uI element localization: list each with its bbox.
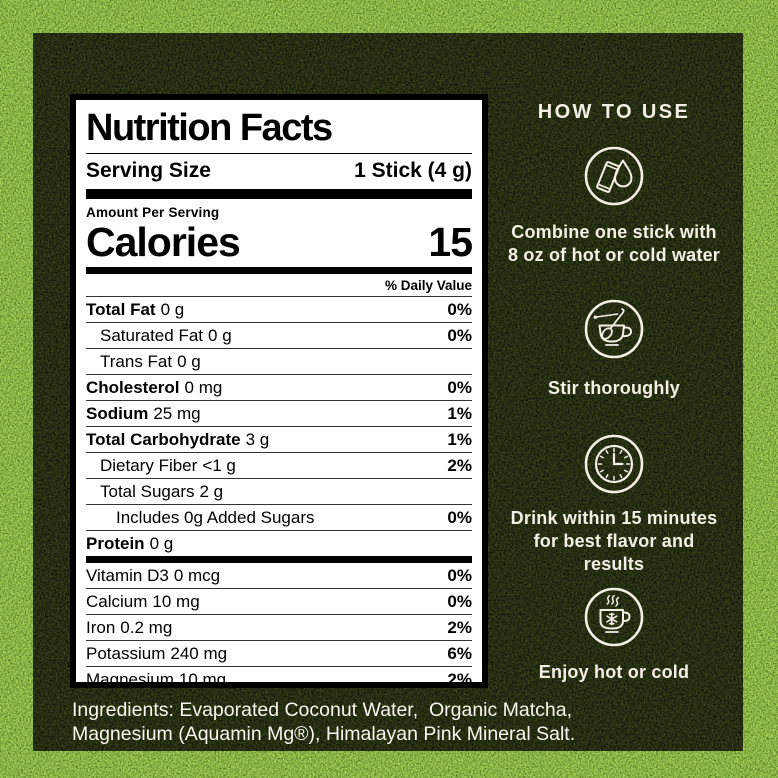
ingredients-line-2: Magnesium (Aquamin Mg®), Himalayan Pink … <box>72 723 576 745</box>
stick-packet-and-water-drop-icon <box>503 145 725 212</box>
nutrition-facts-title: Nutrition Facts <box>86 106 472 154</box>
nutrition-facts-label: Nutrition Facts Serving Size 1 Stick (4 … <box>70 94 488 689</box>
thick-divider <box>86 189 472 199</box>
nutrient-row-total-fat: Total Fat 0 g 0% <box>86 297 472 323</box>
nutrient-row-cholesterol: Cholesterol 0 mg 0% <box>86 375 472 401</box>
nutrient-row-added-sugars: Includes 0g Added Sugars 0% <box>86 505 472 531</box>
nutrient-row-dietary-fiber: Dietary Fiber <1 g 2% <box>86 453 472 479</box>
nutrient-row-iron: Iron 0.2 mg 2% <box>86 615 472 641</box>
nutrient-row-protein: Protein 0 g <box>86 534 174 553</box>
step-text-enjoy: Enjoy hot or cold <box>538 662 690 682</box>
thick-divider <box>86 556 472 563</box>
nutrient-row-magnesium: Magnesium 10 mg 2% <box>86 670 472 689</box>
how-to-use-heading: HOW TO USE <box>537 101 691 123</box>
ingredients-line-1: Ingredients: Evaporated Coconut Water, O… <box>72 699 573 721</box>
nutrient-row-sodium: Sodium 25 mg 1% <box>86 401 472 427</box>
cup-with-spoon-stir-icon <box>503 298 725 365</box>
step-text-combine: Combine one stick with 8 oz of hot or co… <box>507 222 720 265</box>
serving-size-row: Serving Size 1 Stick (4 g) <box>86 154 472 189</box>
nutrient-row-potassium: Potassium 240 mg 6% <box>86 641 472 667</box>
step-text-drink: Drink within 15 minutes for best flavor … <box>510 508 718 574</box>
ingredients-text: Ingredients: Evaporated Coconut Water, O… <box>72 698 742 746</box>
serving-size-value: 1 Stick (4 g) <box>354 159 472 182</box>
nutrient-row-saturated-fat: Saturated Fat 0 g 0% <box>86 323 472 349</box>
step-text-stir: Stir thoroughly <box>548 378 680 398</box>
serving-size-label: Serving Size <box>86 159 211 182</box>
amount-per-serving-label: Amount Per Serving <box>86 205 220 220</box>
clock-icon <box>503 433 725 500</box>
thick-divider <box>86 267 472 274</box>
nutrient-row-total-sugars: Total Sugars 2 g <box>86 479 472 505</box>
calories-value: 15 <box>428 219 473 265</box>
hot-and-cold-cup-icon <box>503 586 725 653</box>
daily-value-header: % Daily Value <box>86 274 472 297</box>
how-to-use-section: HOW TO USE Combine one stick with 8 oz o… <box>503 96 725 706</box>
calories-label: Calories <box>86 219 241 265</box>
nutrient-row-vitamin-d3: Vitamin D3 0 mcg 0% <box>86 563 472 589</box>
nutrient-row-trans-fat: Trans Fat 0 g <box>86 349 472 375</box>
nutrient-row-calcium: Calcium 10 mg 0% <box>86 589 472 615</box>
nutrient-row-total-carbohydrate: Total Carbohydrate 3 g 1% <box>86 427 472 453</box>
calories-row: Calories 15 <box>86 219 473 265</box>
